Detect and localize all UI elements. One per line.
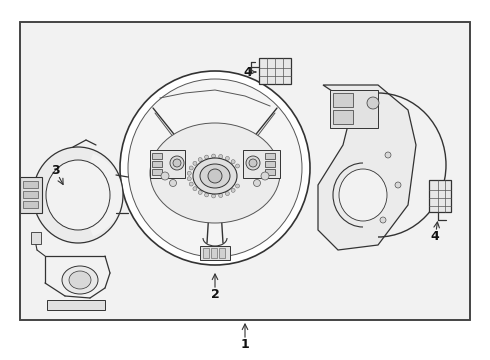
Circle shape <box>173 159 181 167</box>
Circle shape <box>219 194 222 198</box>
Ellipse shape <box>120 71 310 265</box>
Bar <box>23 181 38 188</box>
Bar <box>333 93 353 107</box>
Circle shape <box>236 184 240 188</box>
Bar <box>150 150 185 178</box>
Ellipse shape <box>150 123 280 223</box>
Bar <box>265 153 275 159</box>
Ellipse shape <box>69 271 91 289</box>
Circle shape <box>204 193 209 197</box>
Bar <box>23 191 38 198</box>
Bar <box>429 180 451 212</box>
Ellipse shape <box>33 147 123 243</box>
Circle shape <box>193 161 197 165</box>
Circle shape <box>212 154 216 158</box>
Bar <box>265 161 275 167</box>
Circle shape <box>208 169 222 183</box>
Circle shape <box>385 152 391 158</box>
Bar <box>200 246 230 260</box>
Circle shape <box>187 171 191 175</box>
Bar <box>243 150 280 178</box>
Circle shape <box>204 155 209 159</box>
Circle shape <box>367 97 379 109</box>
Bar <box>20 22 470 320</box>
Bar <box>20 177 42 213</box>
Ellipse shape <box>128 79 302 257</box>
Circle shape <box>395 182 401 188</box>
Wedge shape <box>78 165 109 225</box>
Bar <box>31 232 41 244</box>
Text: 1: 1 <box>241 338 249 351</box>
Bar <box>20 22 470 320</box>
Bar <box>152 169 162 175</box>
Circle shape <box>231 160 235 164</box>
Circle shape <box>219 154 222 158</box>
Bar <box>47 300 105 310</box>
Wedge shape <box>78 154 122 237</box>
Bar <box>333 110 353 124</box>
PathPatch shape <box>318 85 416 250</box>
Bar <box>211 248 217 258</box>
Circle shape <box>249 159 257 167</box>
Circle shape <box>193 187 197 191</box>
Ellipse shape <box>62 266 98 294</box>
Circle shape <box>161 172 169 180</box>
Circle shape <box>225 192 229 195</box>
Circle shape <box>380 217 386 223</box>
Circle shape <box>198 158 202 162</box>
Circle shape <box>187 177 191 181</box>
Bar <box>219 248 225 258</box>
Circle shape <box>212 194 216 198</box>
Circle shape <box>236 164 240 168</box>
Bar <box>152 161 162 167</box>
Circle shape <box>189 166 193 170</box>
Circle shape <box>170 180 176 186</box>
Bar <box>259 58 291 84</box>
Text: 4: 4 <box>244 66 252 78</box>
Circle shape <box>246 156 260 170</box>
Ellipse shape <box>200 164 230 188</box>
Circle shape <box>225 156 229 161</box>
Text: 2: 2 <box>211 288 220 302</box>
Bar <box>23 201 38 208</box>
Circle shape <box>253 180 261 186</box>
Circle shape <box>231 188 235 192</box>
Ellipse shape <box>46 160 110 230</box>
Circle shape <box>170 156 184 170</box>
Bar <box>203 248 209 258</box>
Circle shape <box>198 190 202 194</box>
Bar <box>330 90 378 128</box>
Circle shape <box>261 172 269 180</box>
Bar <box>265 169 275 175</box>
Circle shape <box>189 182 193 186</box>
Text: 3: 3 <box>50 163 59 176</box>
Ellipse shape <box>339 169 387 221</box>
Ellipse shape <box>193 158 237 194</box>
Text: 4: 4 <box>431 230 440 243</box>
Bar <box>152 153 162 159</box>
